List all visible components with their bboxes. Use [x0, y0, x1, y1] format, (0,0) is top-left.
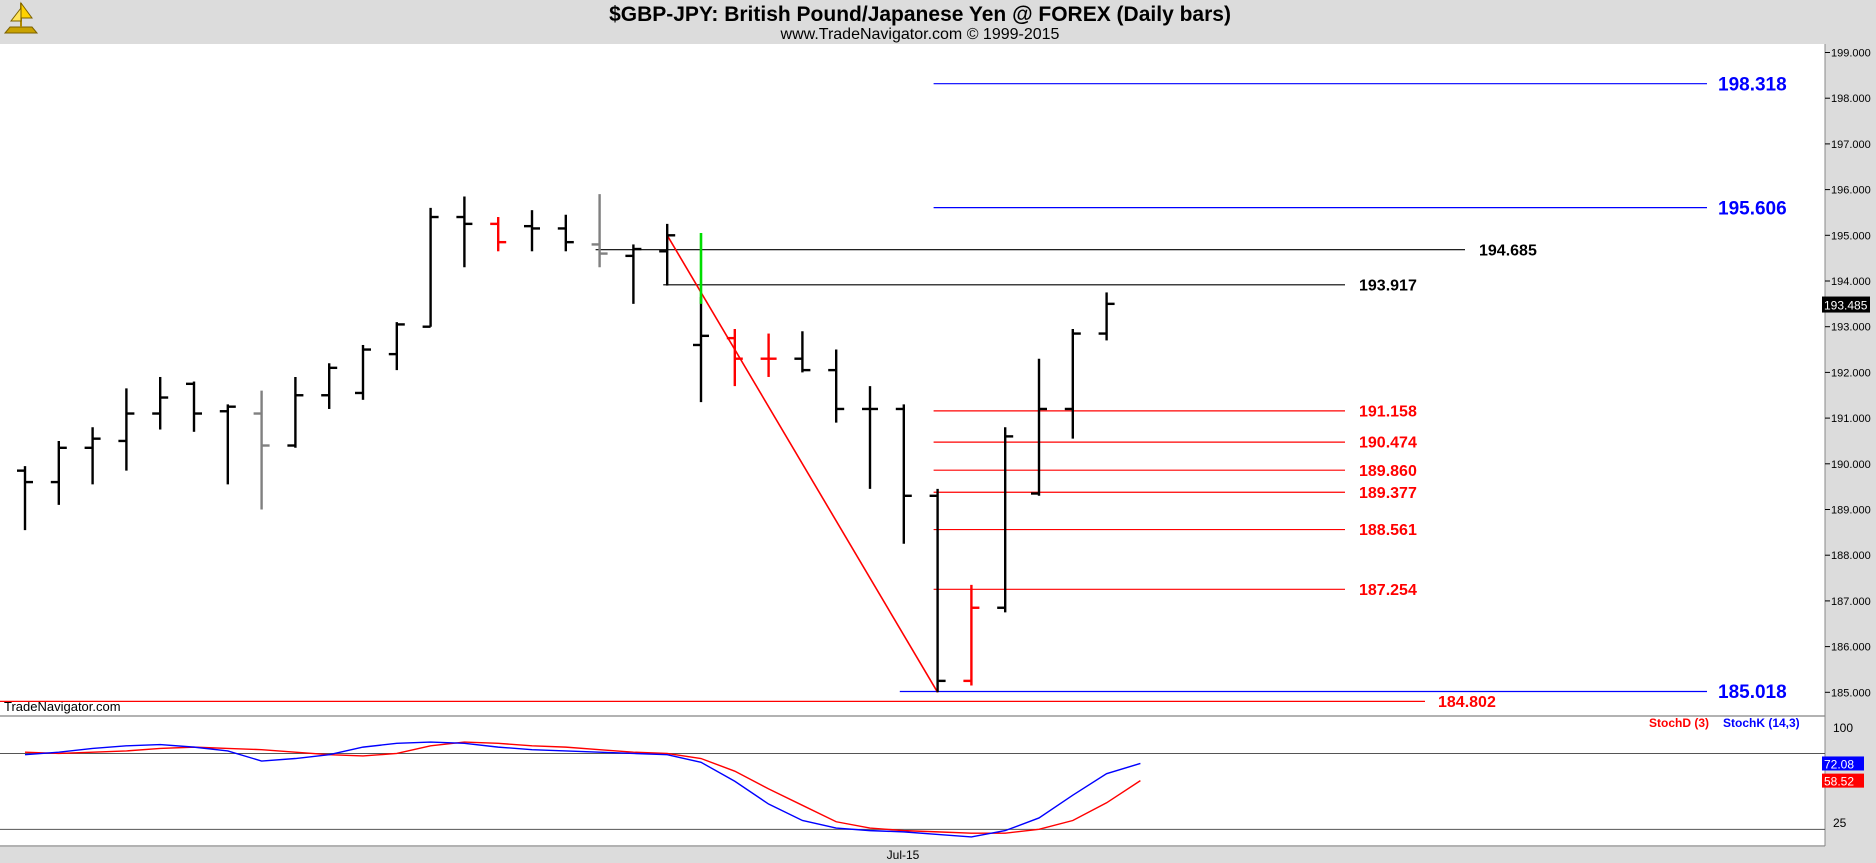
level-label: 193.917 — [1359, 277, 1417, 294]
ohlc-bar — [557, 214, 574, 252]
price-axis-label: 196.000 — [1831, 185, 1871, 197]
ohlc-bar — [524, 210, 540, 252]
last-price-text: 193.485 — [1824, 299, 1868, 313]
price-axis-label: 198.000 — [1831, 93, 1871, 105]
level-label: 188.561 — [1359, 522, 1417, 539]
stoch-legend-entry: StochD (3) — [1649, 716, 1709, 730]
price-axis-label: 186.000 — [1831, 642, 1871, 654]
ohlc-bar — [84, 427, 101, 485]
ohlc-bar — [997, 427, 1014, 613]
stoch-line — [24, 741, 1141, 834]
level-label: 184.802 — [1438, 694, 1496, 711]
ohlc-bar — [321, 363, 338, 409]
ohlc-bar — [726, 328, 743, 387]
ohlc-bar — [794, 331, 811, 373]
ohlc-bar — [50, 440, 67, 505]
price-axis-label: 193.000 — [1831, 322, 1871, 334]
price-axis-label: 197.000 — [1831, 139, 1871, 151]
price-axis-label: 185.000 — [1831, 687, 1871, 699]
level-label: 198.318 — [1718, 74, 1787, 95]
ohlc-bar — [118, 388, 135, 471]
level-label: 191.158 — [1359, 403, 1417, 420]
stoch-axis-label: 25 — [1833, 816, 1847, 830]
level-label: 189.377 — [1359, 485, 1417, 502]
ohlc-bar — [929, 488, 946, 693]
stoch-legend-entry: StochK (14,3) — [1723, 716, 1800, 730]
last-price-tag — [1822, 296, 1870, 313]
ohlc-bar — [760, 333, 777, 377]
price-axis-label: 187.000 — [1831, 596, 1871, 608]
ohlc-bar — [152, 376, 169, 430]
price-axis-label: 199.000 — [1831, 48, 1871, 60]
ohlc-bar — [253, 390, 270, 510]
trend-line — [666, 234, 939, 693]
ohlc-bar — [828, 349, 845, 423]
ohlc-bar — [219, 404, 236, 485]
level-label: 189.860 — [1359, 463, 1417, 480]
price-layer: 198.318 195.606 194.685 193.917 191.158 190.4… — [0, 74, 1870, 711]
ohlc-bar — [625, 244, 642, 304]
price-axis-label: 194.000 — [1831, 276, 1871, 288]
ohlc-bar — [186, 381, 202, 432]
ohlc-bar — [17, 466, 33, 531]
ohlc-bar — [456, 196, 473, 268]
stoch-value-text: 72.08 — [1824, 757, 1854, 771]
stoch-value-tag — [1822, 773, 1864, 788]
price-axis-label: 192.000 — [1831, 367, 1871, 379]
ohlc-bar — [287, 376, 304, 448]
stoch-axis-label: 100 — [1833, 721, 1853, 735]
trade-navigator-logo — [2, 0, 40, 41]
level-label: 187.254 — [1359, 582, 1417, 599]
stoch-value-text: 58.52 — [1824, 775, 1854, 789]
ohlc-bar — [659, 223, 676, 286]
stoch-panel — [0, 717, 1825, 845]
price-axis-label: 195.000 — [1831, 230, 1871, 242]
level-label: 190.474 — [1359, 435, 1417, 452]
price-panel — [0, 44, 1825, 715]
ohlc-bar — [1064, 328, 1081, 439]
ohlc-bar — [1031, 358, 1047, 496]
ohlc-bar — [490, 217, 507, 252]
stochastic-layer: 25 100 58.52 72.08 StochD (3) StochK (14,3) — [0, 716, 1864, 838]
ohlc-bar — [963, 584, 980, 686]
level-label: 194.685 — [1479, 242, 1537, 259]
ohlc-bar — [355, 344, 371, 400]
stoch-value-tag — [1822, 756, 1864, 771]
watermark-text: TradeNavigator.com — [4, 699, 121, 714]
stoch-line — [24, 741, 1141, 838]
level-label: 195.606 — [1718, 198, 1787, 219]
ohlc-bar — [693, 296, 709, 403]
ohlc-bar — [422, 207, 439, 328]
price-axis-label: 189.000 — [1831, 505, 1871, 517]
chart-title: $GBP-JPY: British Pound/Japanese Yen @ F… — [609, 3, 1231, 26]
price-axis-label: 191.000 — [1831, 413, 1871, 425]
ohlc-bar — [862, 386, 878, 489]
ohlc-bar — [591, 194, 608, 268]
ohlc-bar — [388, 322, 405, 371]
ohlc-bar — [895, 404, 912, 544]
chart-subtitle: www.TradeNavigator.com © 1999-2015 — [780, 26, 1060, 43]
ohlc-bar — [1098, 292, 1115, 341]
level-label: 185.018 — [1718, 682, 1787, 703]
price-axis-label: 190.000 — [1831, 459, 1871, 471]
price-axis-label: 188.000 — [1831, 550, 1871, 562]
x-axis-label: Jul-15 — [887, 848, 920, 862]
